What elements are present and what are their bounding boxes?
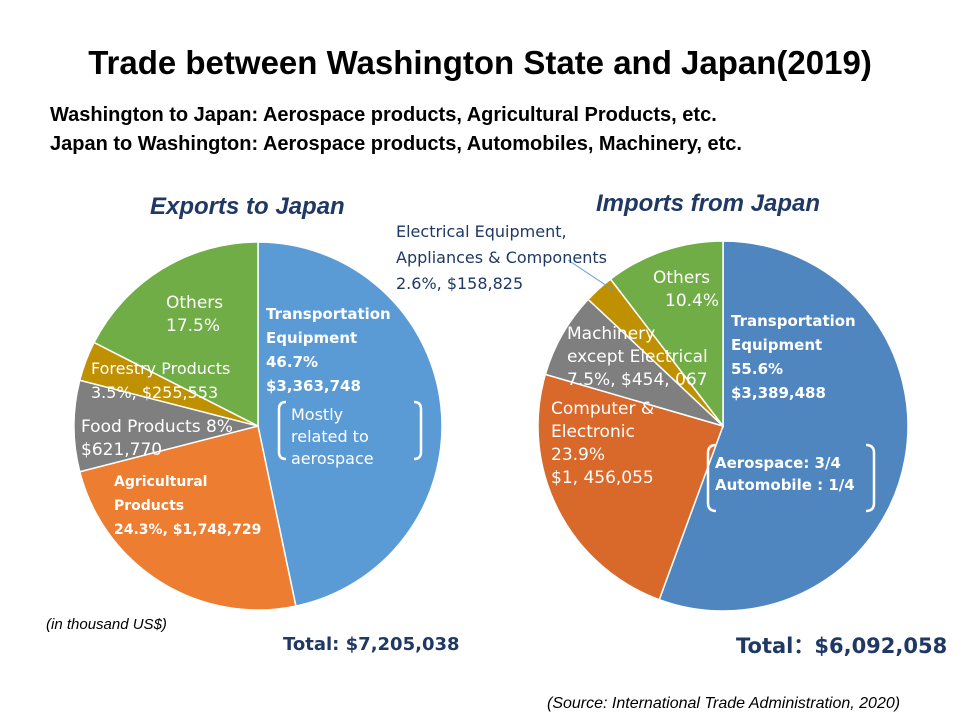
imports-transport-label-line2: Equipment	[731, 336, 823, 354]
exports-aerospace-note: Mostly related to aerospace	[291, 404, 374, 470]
exports-others-percent: 17.5%	[166, 316, 221, 336]
imports-slice-computer-electronic	[537, 373, 724, 601]
exports-slice-food-products	[73, 379, 259, 473]
page-title: Trade between Washington State and Japan…	[88, 44, 872, 81]
imports-others-label-line1: Others	[653, 268, 711, 288]
imports-machinery-label-line2: except Electrical	[567, 347, 708, 367]
exports-forestry-value: 3.5%, $255,553	[91, 383, 219, 402]
imports-aerospace-share: Aerospace: 3/4	[715, 454, 841, 472]
exports-others-label: Others 17.5%	[166, 292, 223, 338]
imports-transport-label: Transportation Equipment 55.6% $3,389,48…	[731, 309, 856, 405]
exports-transport-percent: 46.7%	[266, 353, 319, 371]
imports-machinery-value: 7.5%, $454, 067	[567, 370, 708, 390]
exports-agri-label-line1: Agricultural	[114, 474, 208, 490]
exports-slice-transportation-equipment	[257, 241, 443, 607]
imports-transport-value: $3,389,488	[731, 384, 826, 402]
imports-chart-title: Imports from Japan	[596, 190, 821, 217]
exports-transport-label-line2: Equipment	[266, 329, 358, 347]
imports-computer-percent: 23.9%	[551, 445, 606, 465]
exports-food-label: Food Products 8% $621,770	[81, 416, 233, 462]
subtitle-line-exports: Washington to Japan: Aerospace products,…	[50, 104, 717, 126]
exports-aerospace-note-line2: related to	[291, 427, 369, 446]
exports-food-value: $621,770	[81, 440, 163, 460]
unit-note: (in thousand US$)	[46, 616, 167, 633]
exports-chart-title: Exports to Japan	[150, 193, 345, 220]
electrical-leader-line	[567, 259, 614, 291]
exports-aerospace-note-line3: aerospace	[291, 449, 374, 468]
imports-machinery-label: Machinery except Electrical 7.5%, $454, …	[567, 323, 708, 392]
exports-forestry-label: Forestry Products 3.5%, $255,553	[91, 357, 230, 405]
imports-pie	[537, 240, 909, 612]
exports-aerospace-note-line1: Mostly	[291, 405, 344, 424]
imports-slice-others	[609, 240, 724, 429]
source-note: (Source: International Trade Administrat…	[547, 695, 901, 712]
imports-transport-label-line1: Transportation	[731, 312, 856, 330]
exports-slice-agricultural-products	[78, 425, 297, 611]
exports-food-label-line1: Food Products 8%	[81, 417, 233, 437]
imports-electrical-value: 2.6%, $158,825	[396, 274, 524, 293]
imports-total: Total：$6,092,058	[736, 634, 948, 658]
exports-agri-label: Agricultural Products 24.3%, $1,748,729	[114, 470, 261, 542]
imports-slice-transportation-equipment	[658, 240, 909, 612]
imports-computer-label-line2: Electronic	[551, 422, 635, 442]
imports-computer-label-line1: Computer &	[551, 399, 655, 419]
imports-transport-note: Aerospace: 3/4 Automobile : 1/4	[715, 452, 855, 496]
imports-computer-value: $1, 456,055	[551, 468, 654, 488]
exports-forestry-label-line1: Forestry Products	[91, 359, 231, 378]
import-brace-left	[706, 443, 717, 513]
imports-electrical-label: Electrical Equipment, Appliances & Compo…	[396, 219, 607, 297]
imports-machinery-label-line1: Machinery	[567, 324, 656, 344]
exports-others-label-line1: Others	[166, 293, 224, 313]
imports-electrical-label-line1: Electrical Equipment,	[396, 222, 567, 241]
import-brace-right	[865, 443, 876, 513]
exports-total: Total: $7,205,038	[283, 634, 460, 655]
aerospace-brace-right	[413, 400, 423, 461]
imports-others-percent: 10.4%	[665, 291, 720, 311]
imports-automobile-share: Automobile : 1/4	[715, 476, 855, 494]
aerospace-brace-left	[277, 400, 287, 461]
imports-computer-label: Computer & Electronic 23.9% $1, 456,055	[551, 398, 654, 490]
exports-transport-label: Transportation Equipment 46.7% $3,363,74…	[266, 302, 391, 398]
exports-agri-label-line2: Products	[114, 498, 185, 514]
imports-others-label: Others 10.4%	[653, 267, 719, 313]
exports-agri-value: 24.3%, $1,748,729	[114, 522, 262, 538]
imports-transport-percent: 55.6%	[731, 360, 784, 378]
subtitle-line-imports: Japan to Washington: Aerospace products,…	[50, 133, 742, 155]
exports-slice-others	[93, 241, 259, 428]
imports-electrical-label-line2: Appliances & Components	[396, 248, 607, 267]
exports-transport-label-line1: Transportation	[266, 305, 391, 323]
exports-pie	[73, 241, 443, 611]
exports-transport-value: $3,363,748	[266, 377, 361, 395]
